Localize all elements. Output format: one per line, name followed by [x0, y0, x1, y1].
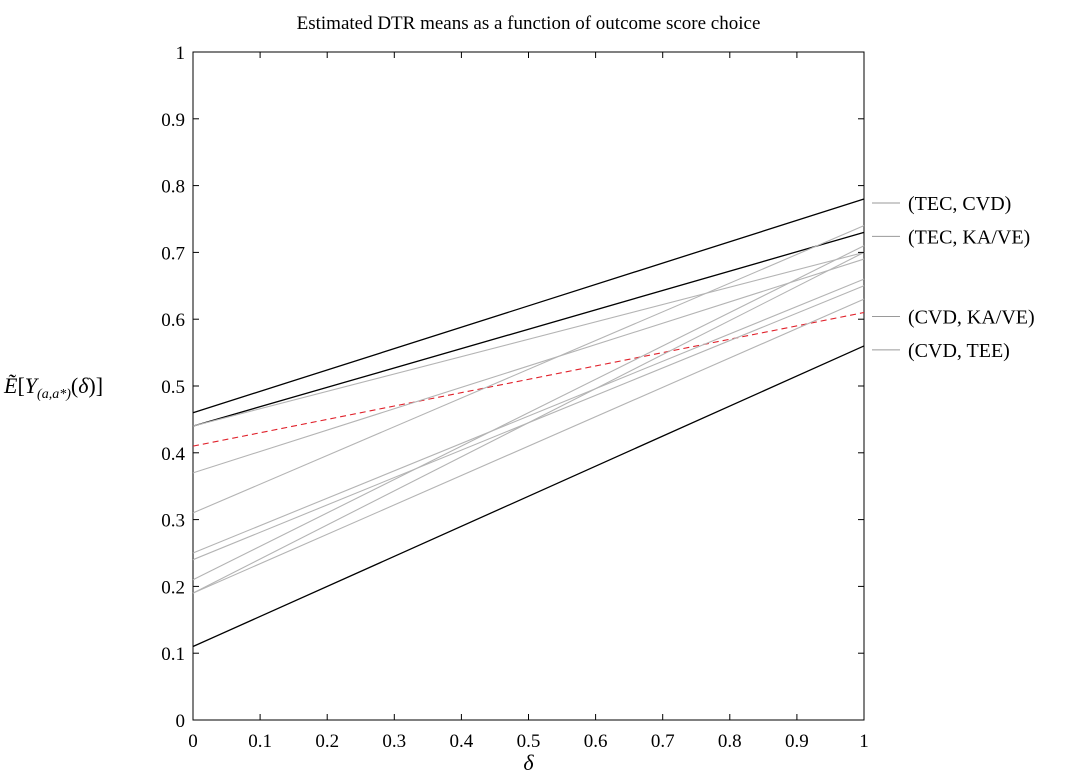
plot-frame — [192, 51, 865, 721]
x-tick-label-0: 0 — [188, 731, 198, 752]
y-axis-label-part-4: ( — [71, 373, 78, 398]
series-line-6 — [192, 225, 865, 514]
series-line-9 — [192, 245, 865, 581]
series-line-7 — [192, 278, 865, 554]
x-tick-label-1: 0.1 — [248, 731, 272, 752]
y-tick-label-0: 0 — [176, 711, 186, 732]
y-tick-label-6: 0.6 — [161, 310, 185, 331]
y-tick-label-2: 0.2 — [161, 577, 185, 598]
legend: (TEC, CVD) (TEC, KA/VE) (CVD, KA/VE) (CVD, … — [872, 193, 1035, 362]
x-tick-label-5: 0.5 — [517, 731, 541, 752]
legend-label-3: (CVD, TEE) — [908, 340, 1010, 362]
series-line-4 — [192, 251, 865, 427]
series-line-11 — [192, 298, 865, 594]
y-tick-label-5: 0.5 — [161, 377, 185, 398]
y-tick-label-7: 0.7 — [161, 243, 185, 264]
series-line-3 — [192, 311, 865, 447]
y-tick-label-8: 0.8 — [161, 177, 185, 198]
y-axis-label-part-0: Ẽ — [3, 373, 18, 398]
plot-area — [192, 51, 865, 721]
series-line-0 — [192, 198, 865, 414]
x-tick-label-7: 0.7 — [651, 731, 675, 752]
y-axis-label-part-1: [ — [17, 373, 24, 398]
y-tick-label-3: 0.3 — [161, 511, 185, 532]
y-axis-label: Ẽ[Y(a,a*)(δ)] — [3, 373, 103, 402]
x-tick-label-10: 1 — [859, 731, 869, 752]
y-tick-label-9: 0.9 — [161, 110, 185, 131]
chart-title: Estimated DTR means as a function of out… — [297, 13, 761, 34]
x-tick-label-9: 0.9 — [785, 731, 809, 752]
y-axis-label-part-5: δ — [78, 373, 89, 398]
legend-label-2: (CVD, KA/VE) — [908, 307, 1035, 329]
x-tick-label-4: 0.4 — [450, 731, 474, 752]
y-axis-label-part-3: (a,a*) — [37, 387, 71, 402]
y-tick-label-10: 1 — [176, 43, 186, 64]
y-tick-label-4: 0.4 — [161, 444, 185, 465]
series-line-10 — [192, 251, 865, 594]
y-axis-label-part-2: Y — [25, 373, 40, 398]
x-tick-label-8: 0.8 — [718, 731, 742, 752]
series-line-5 — [192, 258, 865, 474]
y-tick-label-1: 0.1 — [161, 644, 185, 665]
x-axis-label: δ — [523, 750, 534, 775]
x-tick-label-3: 0.3 — [382, 731, 406, 752]
x-tick-label-2: 0.2 — [315, 731, 339, 752]
y-axis-label-part-6: )] — [88, 373, 103, 398]
series-line-2 — [192, 345, 865, 648]
legend-label-0: (TEC, CVD) — [908, 193, 1011, 215]
legend-label-1: (TEC, KA/VE) — [908, 226, 1030, 248]
series-line-1 — [192, 231, 865, 427]
series-group — [192, 198, 865, 648]
axes: 0 0.1 0.2 0.3 0.4 0.5 0.6 0.7 0.8 0.9 1 0 0.1 0.2 0.3 0… — [161, 43, 869, 752]
x-tick-label-6: 0.6 — [584, 731, 608, 752]
